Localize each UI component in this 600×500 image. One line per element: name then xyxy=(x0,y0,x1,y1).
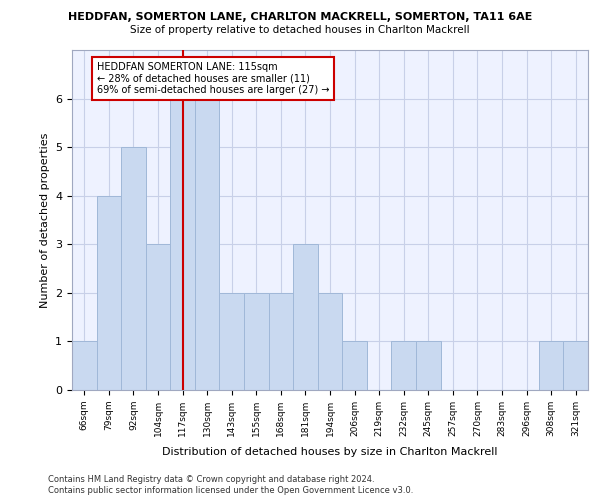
X-axis label: Distribution of detached houses by size in Charlton Mackrell: Distribution of detached houses by size … xyxy=(162,447,498,457)
Text: HEDDFAN, SOMERTON LANE, CHARLTON MACKRELL, SOMERTON, TA11 6AE: HEDDFAN, SOMERTON LANE, CHARLTON MACKREL… xyxy=(68,12,532,22)
Text: Contains public sector information licensed under the Open Government Licence v3: Contains public sector information licen… xyxy=(48,486,413,495)
Bar xyxy=(318,293,342,390)
Bar xyxy=(539,342,563,390)
Y-axis label: Number of detached properties: Number of detached properties xyxy=(40,132,50,308)
Bar xyxy=(170,98,195,390)
Text: Size of property relative to detached houses in Charlton Mackrell: Size of property relative to detached ho… xyxy=(130,25,470,35)
Text: HEDDFAN SOMERTON LANE: 115sqm
← 28% of detached houses are smaller (11)
69% of s: HEDDFAN SOMERTON LANE: 115sqm ← 28% of d… xyxy=(97,62,329,96)
Bar xyxy=(342,342,367,390)
Bar xyxy=(563,342,588,390)
Bar xyxy=(244,293,269,390)
Text: Contains HM Land Registry data © Crown copyright and database right 2024.: Contains HM Land Registry data © Crown c… xyxy=(48,475,374,484)
Bar xyxy=(146,244,170,390)
Bar xyxy=(72,342,97,390)
Bar xyxy=(391,342,416,390)
Bar xyxy=(121,147,146,390)
Bar xyxy=(269,293,293,390)
Bar xyxy=(97,196,121,390)
Bar xyxy=(416,342,440,390)
Bar xyxy=(220,293,244,390)
Bar xyxy=(293,244,318,390)
Bar xyxy=(195,98,220,390)
